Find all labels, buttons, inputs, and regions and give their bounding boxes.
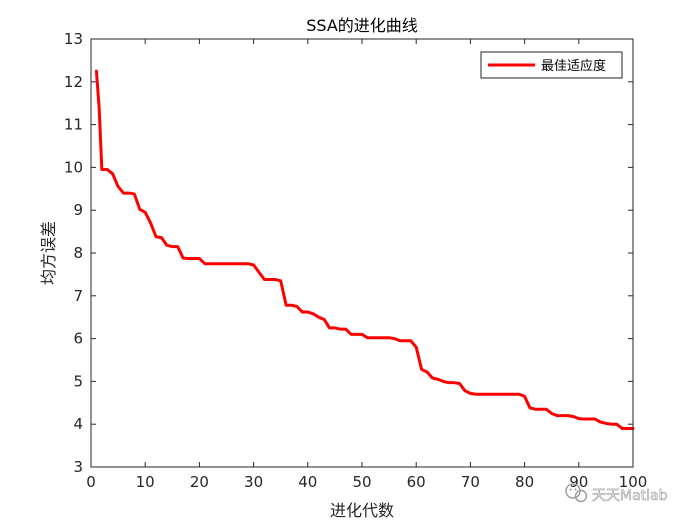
watermark-text: 天天Matlab xyxy=(592,488,668,504)
series-layer xyxy=(94,69,635,430)
y-tick-label: 10 xyxy=(64,158,83,176)
y-tick-label: 12 xyxy=(64,73,83,91)
x-tick-label: 0 xyxy=(86,473,96,491)
x-tick-label: 30 xyxy=(244,473,263,491)
y-tick-label: 3 xyxy=(73,458,83,476)
y-tick-label: 9 xyxy=(73,201,83,219)
y-tick-label: 7 xyxy=(73,287,83,305)
chart-title: SSA的进化曲线 xyxy=(306,16,418,35)
legend: 最佳适应度 xyxy=(480,51,623,79)
x-tick-label: 80 xyxy=(515,473,534,491)
y-tick-label: 11 xyxy=(64,116,83,134)
legend-box xyxy=(480,51,623,79)
watermark: 天天Matlab xyxy=(565,483,668,504)
tick-labels: 0 10 20 30 40 50 60 70 80 90 100 3 4 5 6 7 8 9 10 11 12 13 xyxy=(64,30,647,491)
plot-area xyxy=(91,39,633,467)
wechat-icon xyxy=(565,483,588,503)
plot-frame xyxy=(90,38,634,468)
y-tick-label: 13 xyxy=(64,30,83,48)
series-line-0 xyxy=(94,69,635,430)
x-tick-label: 20 xyxy=(190,473,209,491)
x-tick-label: 90 xyxy=(569,473,588,491)
x-tick-label: 50 xyxy=(352,473,371,491)
x-tick-label: 70 xyxy=(461,473,480,491)
y-tick-label: 5 xyxy=(73,372,83,390)
x-tick-label: 100 xyxy=(619,473,648,491)
x-tick-label: 40 xyxy=(298,473,317,491)
x-tick-label: 60 xyxy=(407,473,426,491)
x-axis-label: 进化代数 xyxy=(330,501,394,520)
x-tick-label: 10 xyxy=(136,473,155,491)
y-tick-label: 4 xyxy=(73,415,83,433)
legend-entry: 最佳适应度 xyxy=(541,58,606,74)
y-axis-label: 均方误差 xyxy=(39,221,58,285)
y-tick-label: 8 xyxy=(73,244,83,262)
y-tick-label: 6 xyxy=(73,330,83,348)
